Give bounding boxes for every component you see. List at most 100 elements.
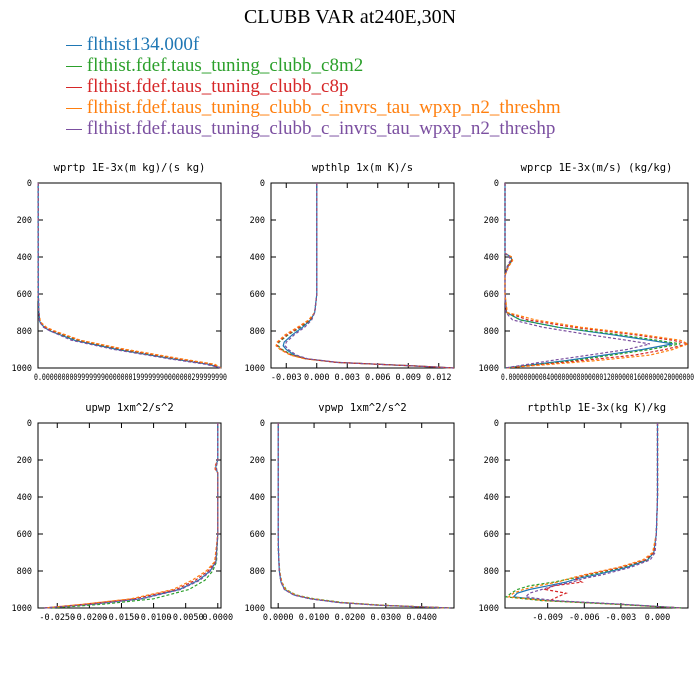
series-line-5 bbox=[524, 423, 682, 609]
legend-line-icon bbox=[66, 129, 82, 131]
legend-line-icon bbox=[66, 66, 82, 68]
legend-label: flthist134.000f bbox=[82, 34, 200, 55]
x-tick-label: -0.0050 bbox=[168, 613, 204, 623]
series-line-1 bbox=[44, 423, 219, 609]
x-tick-label: -0.0250 bbox=[39, 613, 75, 623]
series-line-5 bbox=[44, 423, 219, 609]
legend-entry: flthist134.000f bbox=[66, 34, 561, 55]
panel-title: wprtp 1E-3x(m kg)/(s kg) bbox=[54, 162, 206, 174]
y-tick-label: 600 bbox=[250, 530, 265, 540]
plot-frame bbox=[270, 422, 455, 609]
series-line-3 bbox=[277, 423, 451, 609]
legend-line-icon bbox=[66, 87, 82, 89]
y-tick-label: 800 bbox=[17, 327, 32, 337]
series-line-1 bbox=[512, 423, 682, 609]
series-line-2 bbox=[504, 183, 681, 369]
y-tick-label: 400 bbox=[17, 253, 32, 263]
y-tick-label: 600 bbox=[17, 290, 32, 300]
y-tick-label: 600 bbox=[250, 290, 265, 300]
x-tick-label: -0.006 bbox=[569, 613, 600, 623]
legend-label: flthist.fdef.taus_tuning_clubb_c8p bbox=[82, 76, 349, 97]
series-line-2 bbox=[504, 423, 682, 609]
y-tick-label: 800 bbox=[484, 327, 499, 337]
legend-line-icon bbox=[66, 108, 82, 110]
y-tick-label: 400 bbox=[250, 493, 265, 503]
x-tick-label: 0.000 bbox=[645, 613, 671, 623]
panel-title: upwp 1xm^2/s^2 bbox=[85, 402, 174, 414]
x-tick-label: -0.0150 bbox=[104, 613, 140, 623]
x-tick-labels-overlapping: 0.00000000099999990000000199999990000000… bbox=[34, 373, 227, 383]
x-tick-label: -0.0200 bbox=[71, 613, 107, 623]
y-tick-label: 0 bbox=[260, 419, 265, 429]
series-line-2 bbox=[37, 183, 222, 369]
y-tick-label: 600 bbox=[484, 290, 499, 300]
y-tick-label: 0 bbox=[494, 179, 499, 189]
x-tick-label: -0.009 bbox=[532, 613, 563, 623]
legend-label: flthist.fdef.taus_tuning_clubb_c_invrs_t… bbox=[82, 118, 556, 139]
y-tick-label: 800 bbox=[250, 327, 265, 337]
series-line-5 bbox=[277, 423, 451, 609]
series-line-4 bbox=[275, 183, 455, 369]
panel-1: wprtp 1E-3x(m kg)/(s kg) 0 200 400 600 800 100… bbox=[12, 162, 227, 383]
y-tick-label: 600 bbox=[484, 530, 499, 540]
series-line-3 bbox=[37, 183, 222, 369]
y-tick-label: 200 bbox=[17, 456, 32, 466]
y-tick-label: 1000 bbox=[245, 364, 265, 374]
y-tick-label: 800 bbox=[484, 567, 499, 577]
y-tick-label: 0 bbox=[27, 419, 32, 429]
y-tick-label: 200 bbox=[484, 216, 499, 226]
y-tick-label: 200 bbox=[17, 216, 32, 226]
legend: flthist134.000f flthist.fdef.taus_tuning… bbox=[66, 34, 561, 139]
x-tick-label: 0.0200 bbox=[335, 613, 366, 623]
series-line-3 bbox=[276, 183, 455, 369]
y-tick-label: 400 bbox=[484, 493, 499, 503]
legend-label: flthist.fdef.taus_tuning_clubb_c8m2 bbox=[82, 55, 364, 76]
panel-title: wprcp 1E-3x(m/s) (kg/kg) bbox=[521, 162, 673, 174]
y-tick-label: 600 bbox=[17, 530, 32, 540]
y-tick-label: 1000 bbox=[479, 604, 499, 614]
series-line-1 bbox=[504, 183, 673, 369]
y-tick-label: 400 bbox=[250, 253, 265, 263]
series-line-4 bbox=[37, 183, 222, 369]
panel-title: wpthlp 1x(m K)/s bbox=[312, 162, 413, 174]
x-tick-label: 0.000 bbox=[304, 373, 330, 383]
y-tick-label: 1000 bbox=[12, 364, 32, 374]
plot-frame bbox=[37, 182, 222, 369]
y-tick-label: 400 bbox=[17, 493, 32, 503]
y-tick-label: 200 bbox=[484, 456, 499, 466]
legend-line-icon bbox=[66, 45, 82, 47]
series-line-2 bbox=[277, 423, 451, 609]
series-line-1 bbox=[282, 183, 455, 369]
series-line-3 bbox=[543, 423, 682, 609]
x-tick-label: -0.0100 bbox=[136, 613, 172, 623]
panel-4: upwp 1xm^2/s^202004006008001000-0.0250-0… bbox=[12, 402, 234, 623]
legend-entry: flthist.fdef.taus_tuning_clubb_c8m2 bbox=[66, 55, 561, 76]
x-tick-label: 0.012 bbox=[426, 373, 452, 383]
series-line-3 bbox=[44, 423, 219, 609]
series-line-5 bbox=[504, 183, 651, 369]
y-tick-label: 0 bbox=[260, 179, 265, 189]
y-tick-label: 0 bbox=[27, 179, 32, 189]
legend-entry: flthist.fdef.taus_tuning_clubb_c_invrs_t… bbox=[66, 118, 561, 139]
x-tick-label: -0.003 bbox=[606, 613, 637, 623]
series-line-2 bbox=[50, 423, 219, 609]
plot-frame bbox=[504, 422, 689, 609]
plot-frame bbox=[37, 422, 222, 609]
x-tick-label: 0.003 bbox=[334, 373, 360, 383]
plot-frame bbox=[270, 182, 455, 369]
y-tick-label: 800 bbox=[17, 567, 32, 577]
legend-entry: flthist.fdef.taus_tuning_clubb_c8p bbox=[66, 76, 561, 97]
series-line-1 bbox=[277, 423, 451, 609]
panel-3: wprcp 1E-3x(m/s) (kg/kg) 0 200 400 600 800 100… bbox=[479, 162, 694, 383]
x-tick-label: 0.0400 bbox=[406, 613, 437, 623]
series-line-4 bbox=[44, 423, 219, 609]
x-tick-label: 0.0100 bbox=[299, 613, 330, 623]
legend-entry: flthist.fdef.taus_tuning_clubb_c_invrs_t… bbox=[66, 97, 561, 118]
series-line-5 bbox=[37, 183, 222, 369]
legend-label: flthist.fdef.taus_tuning_clubb_c_invrs_t… bbox=[82, 97, 561, 118]
x-tick-label: 0.0000 bbox=[202, 613, 233, 623]
panel-title: rtpthlp 1E-3x(kg K)/kg bbox=[527, 402, 666, 414]
panel-title: vpwp 1xm^2/s^2 bbox=[318, 402, 407, 414]
